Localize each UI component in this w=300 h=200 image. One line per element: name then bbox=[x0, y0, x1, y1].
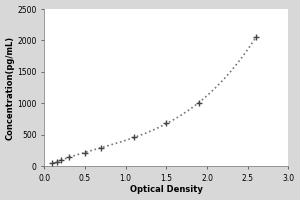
X-axis label: Optical Density: Optical Density bbox=[130, 185, 203, 194]
Y-axis label: Concentration(pg/mL): Concentration(pg/mL) bbox=[6, 35, 15, 140]
